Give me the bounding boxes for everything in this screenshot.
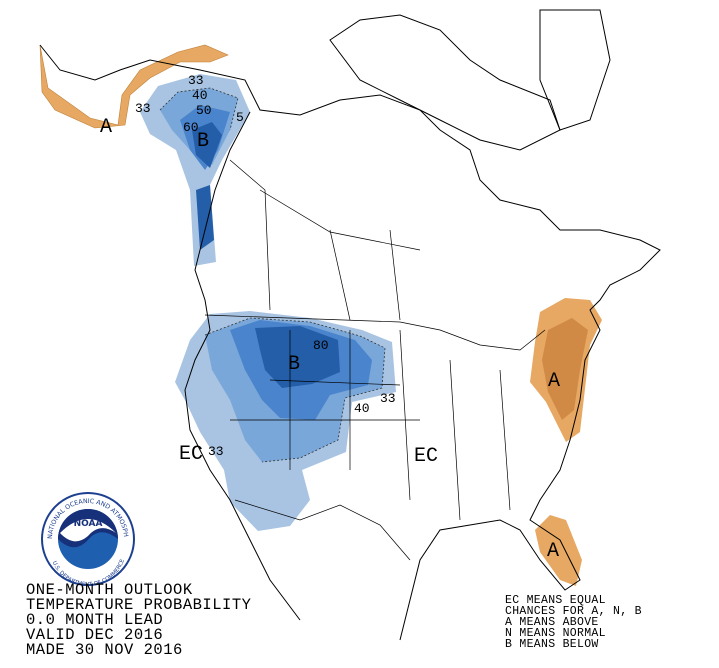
border — [234, 499, 411, 561]
below-region — [255, 326, 340, 388]
legend-line: N MEANS NORMAL — [505, 627, 606, 640]
above-region — [535, 515, 582, 586]
coastline — [329, 14, 561, 151]
logo-wave — [60, 519, 116, 542]
outlook-line: 0.0 MONTH LEAD — [26, 611, 163, 629]
outlook-line: ONE-MONTH OUTLOOK — [26, 581, 193, 599]
map-label: A — [548, 370, 560, 393]
contour-label: 50 — [196, 103, 212, 118]
map-label: B — [197, 130, 209, 153]
contour-label: 40 — [192, 88, 208, 103]
outlook-line: TEMPERATURE PROBABILITY — [26, 596, 252, 614]
border — [229, 159, 421, 321]
contour-label: 80 — [313, 338, 329, 353]
map-label: B — [288, 353, 300, 376]
above-region — [542, 318, 588, 420]
border — [204, 314, 546, 351]
contour-line — [204, 317, 386, 463]
outlook-line: MADE 30 NOV 2016 — [26, 641, 183, 659]
map-label: A — [100, 116, 112, 139]
contour-label: 33 — [188, 73, 204, 88]
contour-label: 40 — [354, 401, 370, 416]
contour-label: 33 — [380, 391, 396, 406]
coastline — [39, 44, 661, 641]
border — [230, 329, 511, 521]
contour-label: 33 — [135, 101, 151, 116]
legend-line: A MEANS ABOVE — [505, 616, 599, 629]
legend-line: B MEANS BELOW — [505, 638, 599, 651]
coastline — [539, 9, 611, 131]
outlook-line: VALID DEC 2016 — [26, 626, 163, 644]
contour-line — [159, 87, 239, 131]
above-region — [39, 44, 229, 129]
map-label: A — [547, 540, 559, 563]
logo-text: NOAA — [74, 519, 103, 529]
below-region — [196, 185, 214, 250]
contour-label: 60 — [183, 120, 199, 135]
map-label: EC — [414, 445, 438, 468]
contour-label: 5 — [236, 110, 244, 125]
contour-label: 33 — [208, 444, 224, 459]
coastline — [184, 111, 301, 621]
legend-line: EC MEANS EQUAL — [505, 594, 606, 607]
legend-line: CHANCES FOR A, N, B — [505, 605, 642, 618]
map-label: EC — [179, 443, 203, 466]
below-region — [192, 122, 222, 168]
